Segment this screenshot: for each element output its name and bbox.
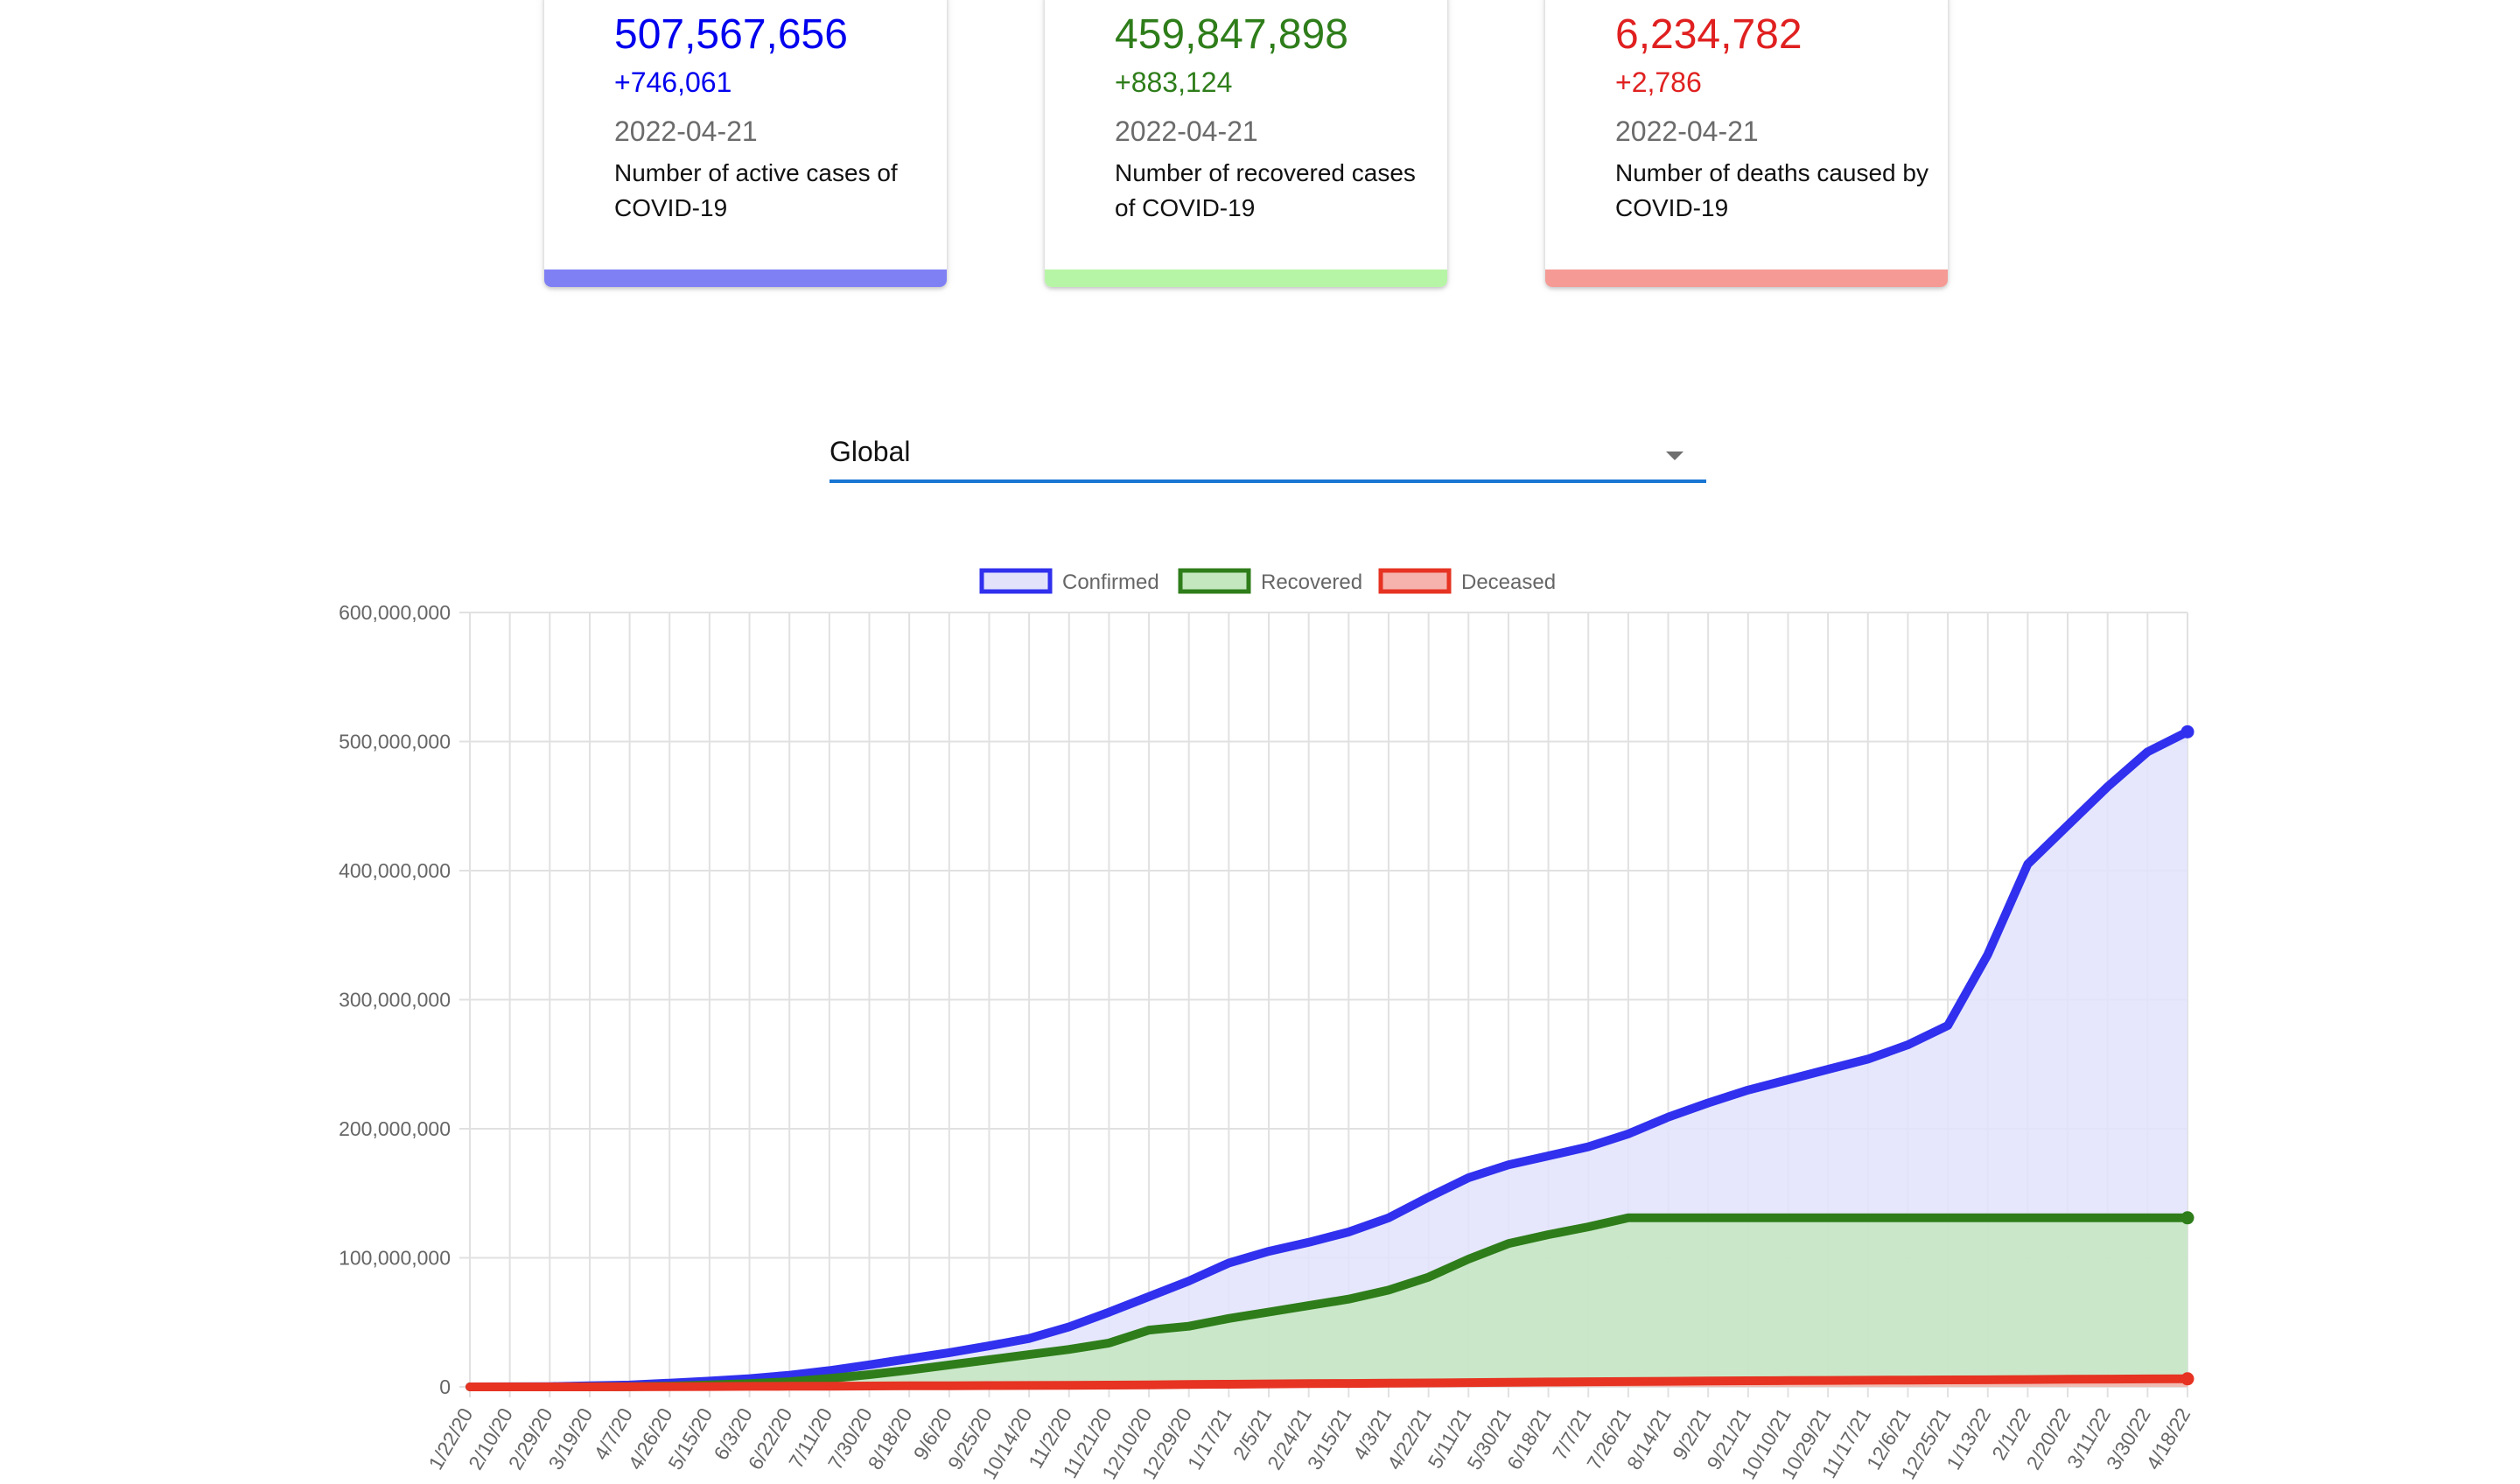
recovered-cases-delta: +883,124 bbox=[1115, 66, 1233, 98]
chart-series bbox=[466, 724, 2194, 1391]
y-tick-label: 0 bbox=[439, 1376, 451, 1398]
confirmed-line bbox=[466, 727, 2192, 1391]
recovered-cases-color-bar bbox=[1045, 270, 1447, 287]
chart-legend: Confirmed Recovered Deceased bbox=[979, 568, 1556, 594]
y-tick-label: 300,000,000 bbox=[339, 989, 451, 1012]
y-tick-label: 100,000,000 bbox=[339, 1247, 451, 1270]
y-tick-label: 600,000,000 bbox=[339, 601, 451, 624]
deaths-delta: +2,786 bbox=[1615, 66, 1702, 98]
recovered-cases-card: 459,847,898 +883,124 2022-04-21 Number o… bbox=[1045, 0, 1447, 287]
region-select-value: Global bbox=[830, 436, 911, 467]
deaths-date: 2022-04-21 bbox=[1615, 116, 1759, 147]
region-select-underline bbox=[830, 480, 1706, 483]
deaths-description: Number of deaths caused by COVID-19 bbox=[1615, 159, 1928, 221]
recovered-end-point bbox=[2180, 1211, 2194, 1225]
legend-label-confirmed: Confirmed bbox=[1062, 570, 1159, 594]
legend-swatch-confirmed bbox=[979, 568, 1053, 594]
deaths-color-bar bbox=[1545, 270, 1948, 287]
region-select[interactable]: Global bbox=[830, 422, 1706, 483]
active-cases-date: 2022-04-21 bbox=[614, 116, 758, 147]
active-cases-total: 507,567,656 bbox=[614, 11, 848, 58]
recovered-cases-date: 2022-04-21 bbox=[1115, 116, 1258, 147]
recovered-cases-description: Number of recovered cases of COVID-19 bbox=[1115, 159, 1416, 221]
y-tick-label: 200,000,000 bbox=[339, 1117, 451, 1140]
deaths-total: 6,234,782 bbox=[1615, 11, 1802, 58]
deceased-line bbox=[466, 1374, 2192, 1391]
y-tick-label: 400,000,000 bbox=[339, 859, 451, 882]
active-cases-color-bar bbox=[544, 270, 947, 287]
legend-swatch-recovered bbox=[1178, 568, 1251, 594]
deceased-end-point bbox=[2180, 1372, 2194, 1386]
covid-timeline-chart: Confirmed Recovered Deceased 0 100,000,000 2… bbox=[339, 568, 2194, 1483]
deaths-card: 6,234,782 +2,786 2022-04-21 Number of de… bbox=[1545, 0, 1948, 287]
legend-label-recovered: Recovered bbox=[1261, 570, 1362, 594]
chevron-down-icon[interactable] bbox=[1666, 452, 1684, 460]
active-cases-delta: +746,061 bbox=[614, 66, 732, 98]
legend-swatch-deceased bbox=[1378, 568, 1452, 594]
active-cases-description: Number of active cases of COVID-19 bbox=[614, 159, 898, 221]
legend-label-deceased: Deceased bbox=[1461, 570, 1556, 594]
confirmed-end-point bbox=[2180, 724, 2194, 738]
y-tick-label: 500,000,000 bbox=[339, 731, 451, 753]
recovered-cases-total: 459,847,898 bbox=[1115, 11, 1348, 58]
active-cases-card: 507,567,656 +746,061 2022-04-21 Number o… bbox=[544, 0, 947, 287]
